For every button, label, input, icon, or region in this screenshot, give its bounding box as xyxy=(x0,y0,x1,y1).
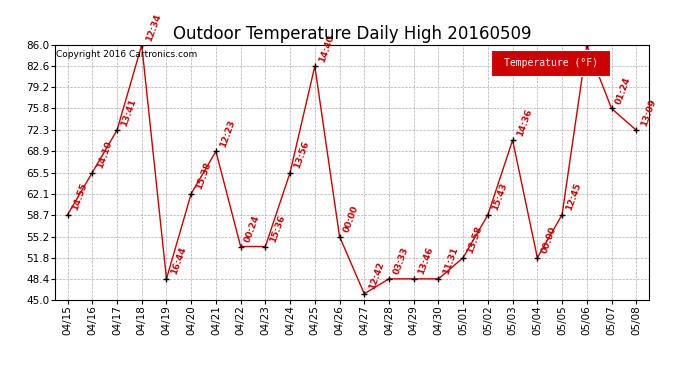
Text: 14:10: 14:10 xyxy=(95,140,113,170)
Text: 13:56: 13:56 xyxy=(293,140,311,170)
Text: 14:36: 14:36 xyxy=(515,107,533,137)
Text: 11:31: 11:31 xyxy=(441,246,460,276)
Text: 00:24: 00:24 xyxy=(244,214,262,244)
Text: 01:24: 01:24 xyxy=(614,76,633,106)
Text: 00:00: 00:00 xyxy=(540,225,558,255)
Text: 13:46: 13:46 xyxy=(417,246,435,276)
Text: 12:42: 12:42 xyxy=(367,261,385,291)
Text: 13:41: 13:41 xyxy=(120,98,138,128)
Text: 12:23: 12:23 xyxy=(219,118,237,148)
Title: Outdoor Temperature Daily High 20160509: Outdoor Temperature Daily High 20160509 xyxy=(172,26,531,44)
Text: 00:00: 00:00 xyxy=(342,204,360,234)
Text: 13:58: 13:58 xyxy=(466,225,484,255)
Text: 14:55: 14:55 xyxy=(70,182,88,212)
Text: 15:43: 15:43 xyxy=(491,182,509,212)
Text: 03:33: 03:33 xyxy=(392,246,410,276)
Text: 12:34: 12:34 xyxy=(144,12,163,42)
Text: 13:09: 13:09 xyxy=(639,98,658,128)
Text: 15:38: 15:38 xyxy=(194,161,213,191)
Text: Copyright 2016 Cartronics.com: Copyright 2016 Cartronics.com xyxy=(56,50,197,59)
Text: 12:45: 12:45 xyxy=(565,182,583,212)
Text: 16:44: 16:44 xyxy=(169,246,188,276)
Text: 14:40: 14:40 xyxy=(317,33,336,63)
Text: 15:36: 15:36 xyxy=(268,214,286,244)
